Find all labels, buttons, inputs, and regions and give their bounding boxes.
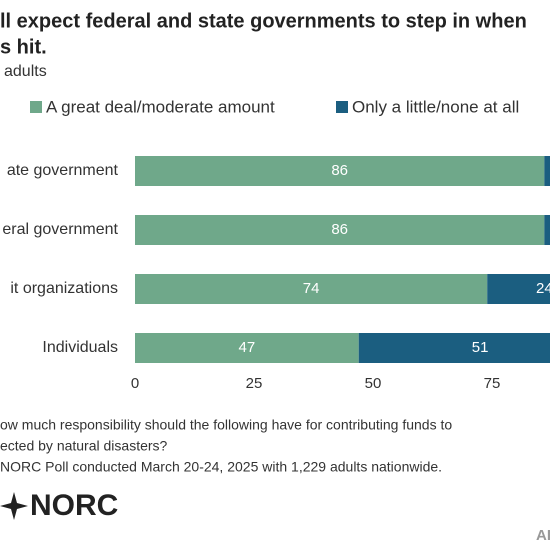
bar-segment bbox=[544, 156, 550, 186]
value-label: 47 bbox=[239, 339, 256, 356]
legend-label: A great deal/moderate amount bbox=[46, 97, 275, 116]
x-tick-label: 0 bbox=[131, 375, 139, 392]
value-label: 86 bbox=[331, 221, 348, 238]
bar-segment bbox=[487, 274, 550, 304]
chart-title: ll expect federal and state governments … bbox=[0, 10, 527, 32]
y-tick-label: ate government bbox=[7, 162, 119, 179]
value-label: 74 bbox=[303, 280, 320, 297]
legend-swatch bbox=[336, 101, 348, 113]
footnote: ow much responsibility should the follow… bbox=[0, 417, 452, 433]
x-tick-label: 50 bbox=[365, 375, 382, 392]
logo-text: NORC bbox=[30, 489, 118, 522]
logo: NORC bbox=[0, 489, 118, 522]
chart-title: s hit. bbox=[0, 36, 47, 58]
bar-segment bbox=[135, 274, 488, 304]
legend-label: Only a little/none at all bbox=[352, 97, 519, 116]
y-tick-label: eral government bbox=[2, 221, 118, 238]
legend-swatch bbox=[30, 101, 42, 113]
value-label: 24 bbox=[536, 280, 550, 297]
bar-segment bbox=[135, 215, 545, 245]
subtitle: adults bbox=[4, 63, 47, 80]
x-tick-label: 75 bbox=[484, 375, 501, 392]
logo-star bbox=[0, 492, 28, 520]
credit: AP bbox=[536, 527, 550, 544]
footnote: ected by natural disasters? bbox=[0, 438, 168, 454]
value-label: 51 bbox=[472, 339, 489, 356]
x-tick-label: 25 bbox=[246, 375, 263, 392]
bar-segment bbox=[135, 156, 545, 186]
y-tick-label: Individuals bbox=[42, 339, 118, 356]
y-tick-label: it organizations bbox=[10, 280, 118, 297]
footnote: NORC Poll conducted March 20-24, 2025 wi… bbox=[0, 459, 442, 475]
bar-segment bbox=[544, 215, 550, 245]
bar-segment bbox=[135, 333, 359, 363]
bar-segment bbox=[358, 333, 550, 363]
value-label: 86 bbox=[331, 162, 348, 179]
